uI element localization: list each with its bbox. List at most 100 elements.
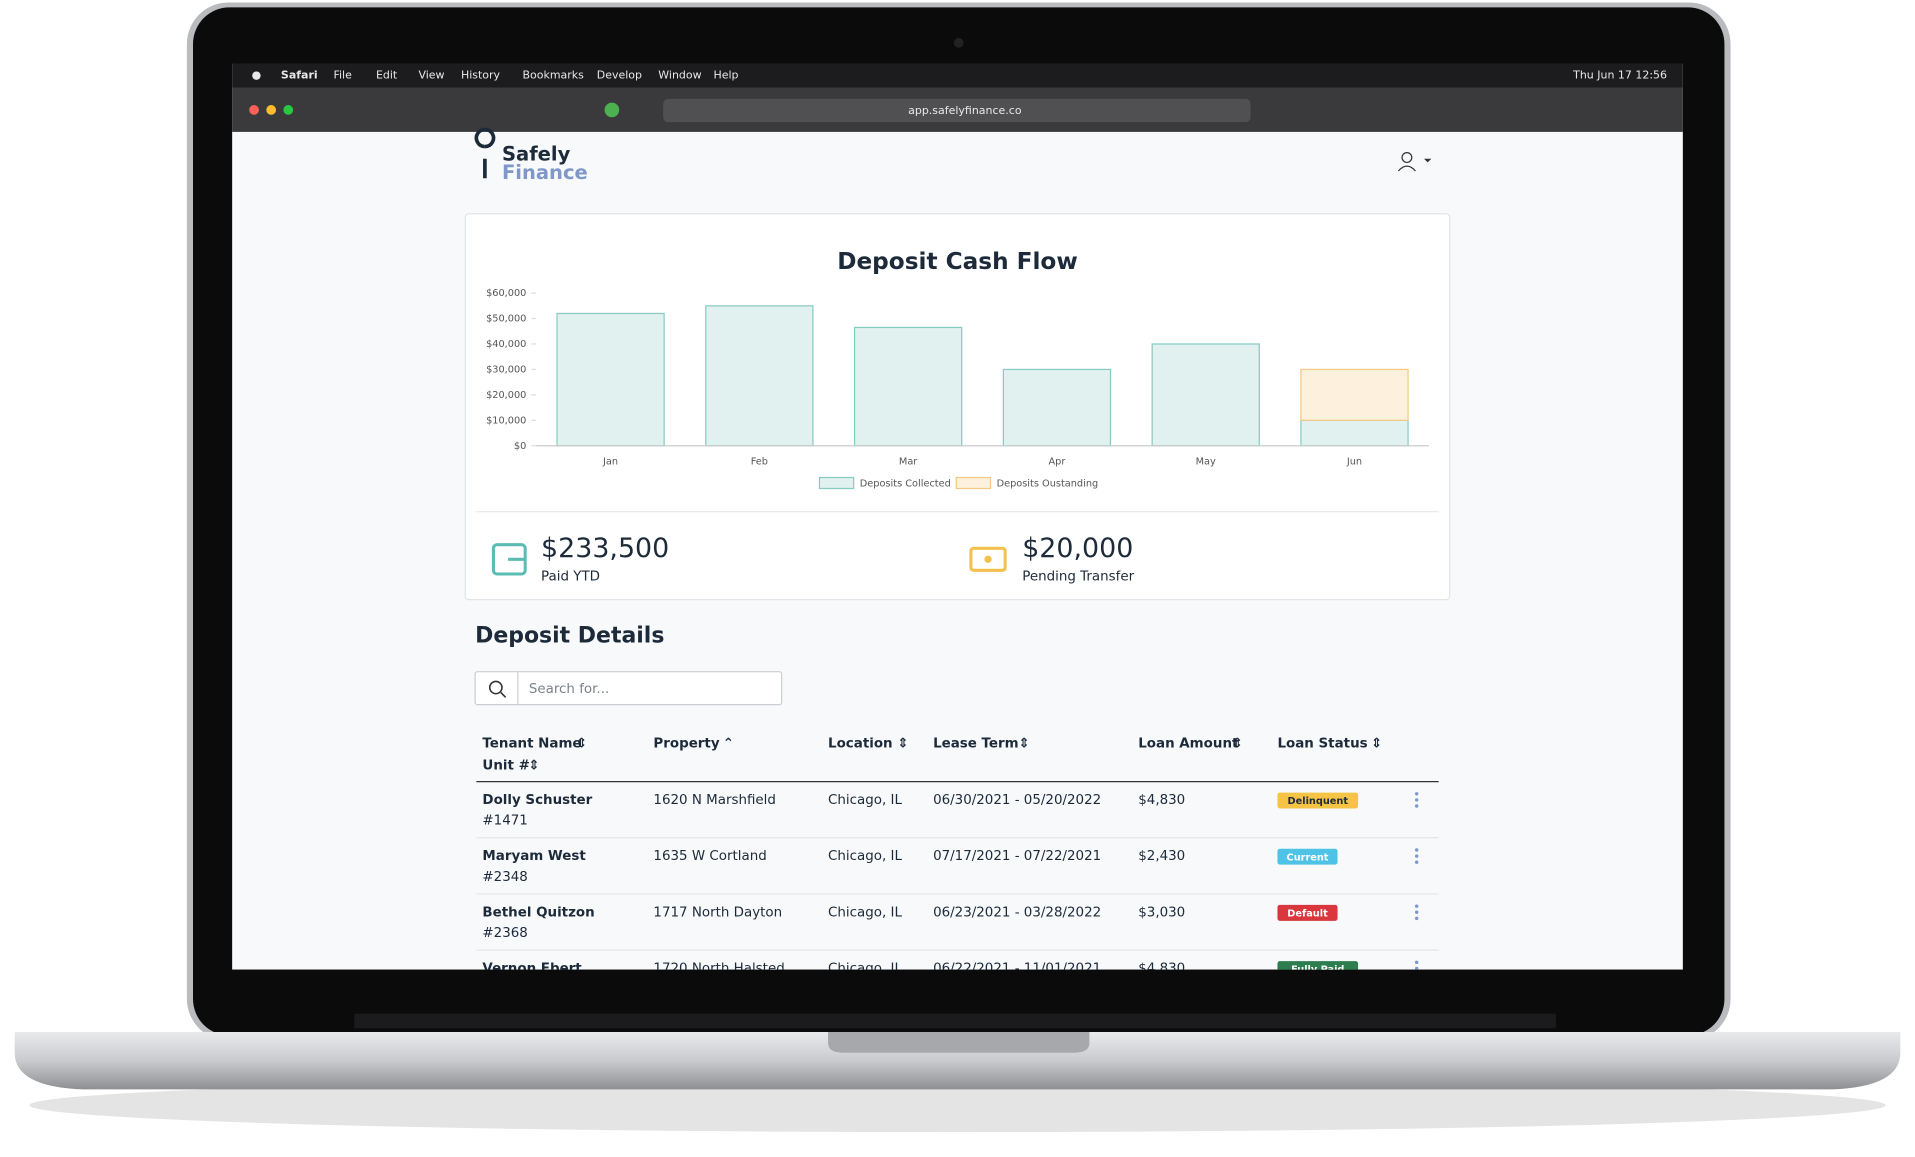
kebab-dot[interactable] bbox=[1414, 792, 1419, 796]
y-tick-label: $0 bbox=[514, 441, 526, 452]
status-label: Fully Paid bbox=[1291, 965, 1344, 976]
kebab-dot[interactable] bbox=[1414, 848, 1419, 852]
x-tick-label: Mar bbox=[899, 457, 918, 468]
cell: $2,430 bbox=[1138, 849, 1185, 864]
menu-item[interactable]: Develop bbox=[597, 69, 642, 82]
column-header[interactable]: Property bbox=[653, 737, 719, 752]
tenant-name[interactable]: Bethel Quitzon bbox=[482, 905, 594, 920]
logo-icon bbox=[474, 127, 496, 179]
chart-title: Deposit Cash Flow bbox=[837, 248, 1078, 275]
legend-swatch bbox=[955, 476, 992, 490]
address-bar[interactable] bbox=[663, 98, 1251, 123]
logo-line2: Finance bbox=[502, 161, 588, 184]
bar bbox=[1300, 368, 1409, 421]
column-header[interactable]: Tenant Name bbox=[482, 737, 581, 752]
x-tick-label: Jun bbox=[1346, 457, 1362, 468]
wallet-icon bbox=[491, 543, 527, 576]
cell: 1635 W Cortland bbox=[653, 849, 766, 864]
menu-item[interactable]: Window bbox=[658, 69, 701, 82]
menu-app[interactable]: Safari bbox=[281, 69, 318, 82]
cell: $3,030 bbox=[1138, 905, 1185, 920]
kebab-dot[interactable] bbox=[1414, 854, 1419, 858]
bar bbox=[1002, 368, 1112, 447]
menu-item[interactable]: Bookmarks bbox=[522, 69, 584, 82]
details-title: Deposit Details bbox=[475, 623, 664, 648]
zoom-button[interactable] bbox=[283, 105, 294, 115]
y-tick-label: $30,000 bbox=[486, 364, 526, 375]
menu-clock: Thu Jun 17 12:56 bbox=[1572, 69, 1667, 82]
kebab-dot[interactable] bbox=[1414, 916, 1419, 921]
status-label: Default bbox=[1287, 908, 1328, 919]
column-header[interactable]: Loan Status bbox=[1277, 737, 1367, 752]
bar bbox=[705, 305, 814, 447]
status-badge bbox=[1277, 792, 1359, 809]
minimize-button[interactable] bbox=[266, 105, 277, 115]
status-label: Delinquent bbox=[1288, 796, 1349, 807]
stat-label: Paid YTD bbox=[541, 569, 600, 584]
stat-value: $233,500 bbox=[541, 533, 669, 564]
sort-icon: ⇕ bbox=[897, 737, 908, 752]
close-button[interactable] bbox=[249, 105, 259, 115]
menu-item[interactable]: File bbox=[333, 69, 352, 82]
bar bbox=[556, 312, 665, 447]
cell: 06/22/2021 - 11/01/2021 bbox=[933, 961, 1101, 976]
cash-icon bbox=[969, 546, 1007, 572]
sort-icon: ⇕ bbox=[1019, 737, 1030, 752]
kebab-dot[interactable] bbox=[1414, 860, 1419, 864]
logo-line1: Safely bbox=[502, 143, 571, 166]
column-header[interactable]: Lease Term bbox=[933, 737, 1019, 752]
base bbox=[14, 1031, 1901, 1090]
search-placeholder: Search for... bbox=[529, 682, 609, 697]
menu-item[interactable]: Edit bbox=[376, 69, 398, 82]
kebab-dot[interactable] bbox=[1414, 966, 1419, 970]
tenant-name[interactable]: Vernon Ebert bbox=[482, 961, 582, 976]
cell: 06/23/2021 - 03/28/2022 bbox=[933, 905, 1101, 920]
x-tick-label: Apr bbox=[1048, 457, 1066, 468]
column-header[interactable]: Location bbox=[828, 737, 893, 752]
y-tick-label: $50,000 bbox=[486, 314, 526, 325]
sort-icon: ⇕ bbox=[1371, 737, 1382, 752]
kebab-dot[interactable] bbox=[1414, 798, 1419, 802]
cell: Chicago, IL bbox=[828, 849, 902, 864]
tenant-name[interactable]: Maryam West bbox=[482, 849, 586, 864]
kebab-dot[interactable] bbox=[1414, 910, 1419, 914]
legend-label: Deposits Collected bbox=[860, 479, 951, 490]
sort-icon: ⌃ bbox=[723, 737, 734, 752]
bar bbox=[1151, 343, 1260, 447]
cell: Chicago, IL bbox=[828, 905, 902, 920]
status-label: Current bbox=[1287, 852, 1329, 863]
menu-bar bbox=[232, 63, 1683, 88]
hinge bbox=[354, 1013, 1556, 1029]
tenant-name[interactable]: Dolly Schuster bbox=[482, 793, 592, 808]
cell: Chicago, IL bbox=[828, 793, 902, 808]
legend-label: Deposits Oustanding bbox=[997, 479, 1099, 490]
search-icon bbox=[488, 680, 507, 698]
search-box[interactable] bbox=[474, 671, 783, 706]
menu-item[interactable]: History bbox=[461, 69, 501, 82]
column-header[interactable]: Unit # bbox=[482, 759, 529, 774]
camera bbox=[953, 37, 964, 48]
bar bbox=[1300, 419, 1409, 447]
y-tick-label: $60,000 bbox=[486, 288, 526, 299]
bar bbox=[853, 326, 963, 447]
y-tick-label: $10,000 bbox=[486, 415, 526, 426]
y-tick-label: $20,000 bbox=[486, 390, 526, 401]
status-badge bbox=[1277, 961, 1359, 970]
x-tick-label: Jan bbox=[602, 457, 618, 468]
status-badge bbox=[1277, 848, 1338, 865]
unit-number: #2368 bbox=[482, 926, 527, 941]
kebab-dot[interactable] bbox=[1414, 804, 1419, 808]
table: Tenant Name⇕Unit #⇕Property ⌃ Location ⇕ Lea… bbox=[476, 737, 1439, 976]
menu-item[interactable]: View bbox=[418, 69, 444, 82]
user-menu[interactable] bbox=[1397, 152, 1432, 172]
sort-icon: ⇕ bbox=[528, 759, 539, 774]
kebab-dot[interactable] bbox=[1414, 904, 1419, 908]
menu-items: File Edit View History Bookmarks Develop Windo… bbox=[333, 69, 738, 82]
column-header[interactable]: Loan Amount bbox=[1138, 737, 1239, 752]
x-tick-label: May bbox=[1196, 457, 1216, 468]
kebab-dot[interactable] bbox=[1414, 960, 1419, 965]
extension-icon[interactable] bbox=[604, 102, 620, 118]
screen: ● Safari File Edit View History Bookmarks Dev… bbox=[232, 63, 1683, 976]
menu-item[interactable]: Help bbox=[713, 69, 738, 82]
